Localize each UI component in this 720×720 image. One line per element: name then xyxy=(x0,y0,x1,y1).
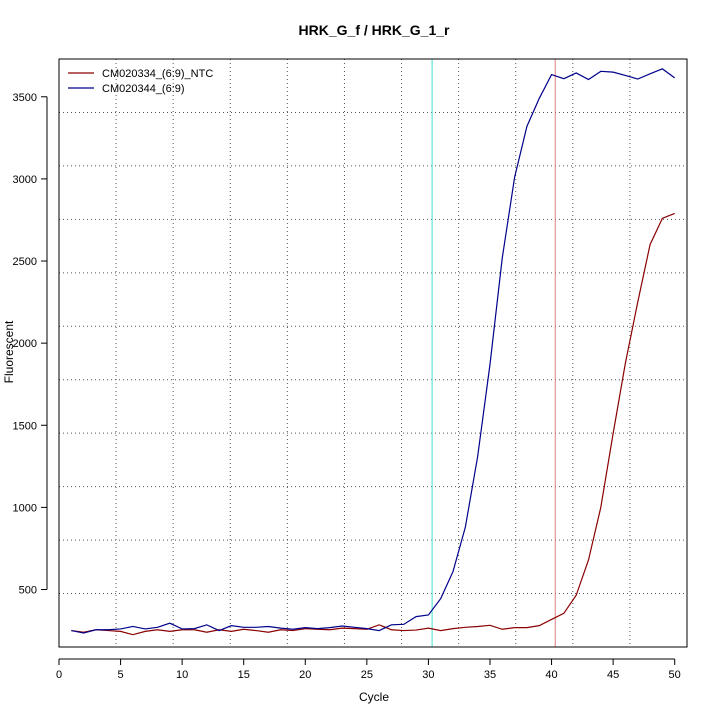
x-tick-label: 40 xyxy=(545,669,557,681)
y-tick-label: 3000 xyxy=(13,174,37,186)
x-tick-label: 20 xyxy=(299,669,311,681)
y-tick-label: 2000 xyxy=(13,338,37,350)
series-line xyxy=(71,68,676,634)
x-tick-label: 35 xyxy=(484,669,496,681)
series-line xyxy=(71,212,675,636)
y-tick-label: 3500 xyxy=(13,92,37,104)
x-tick-label: 25 xyxy=(361,669,373,681)
x-tick-label: 45 xyxy=(607,669,619,681)
x-tick-label: 50 xyxy=(669,669,681,681)
y-tick-label: 1500 xyxy=(13,420,37,432)
series-layer xyxy=(71,68,676,636)
y-tick-label: 2500 xyxy=(13,256,37,268)
threshold-layer xyxy=(431,59,556,647)
plot-frame xyxy=(58,58,688,648)
x-tick-label: 15 xyxy=(238,669,250,681)
y-tick-label: 500 xyxy=(19,585,37,597)
legend: CM020334_(6:9)_NTC CM020344_(6:9) xyxy=(68,68,213,95)
y-axis-label: Fluorescent xyxy=(2,320,16,383)
x-tick-label: 30 xyxy=(422,669,434,681)
x-tick-label: 10 xyxy=(176,669,188,681)
legend-label: CM020334_(6:9)_NTC xyxy=(102,68,213,80)
x-tick-label: 0 xyxy=(56,669,62,681)
x-axis-label: Cycle xyxy=(359,690,389,704)
legend-label: CM020344_(6:9) xyxy=(102,83,185,95)
grid-layer xyxy=(59,59,687,647)
chart-title: HRK_G_f / HRK_G_1_r xyxy=(299,22,450,38)
axis-layer: 0 5 10 15 20 25 30 35 40 45 50 500 1000 1500 2000 2500 3… xyxy=(13,92,681,681)
x-tick-label: 5 xyxy=(118,669,124,681)
y-tick-label: 1000 xyxy=(13,502,37,514)
